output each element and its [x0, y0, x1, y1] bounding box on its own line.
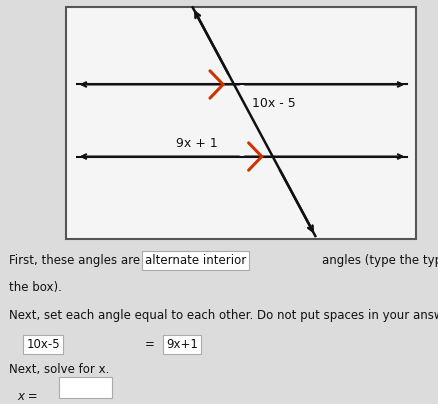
Text: x =: x =: [18, 390, 38, 403]
Text: 10x - 5: 10x - 5: [251, 97, 295, 110]
Text: 9x+1: 9x+1: [166, 338, 198, 351]
Text: the box).: the box).: [9, 281, 62, 294]
Text: First, these angles are: First, these angles are: [9, 255, 140, 267]
Text: Next, solve for x.: Next, solve for x.: [9, 363, 109, 376]
Text: 9x + 1: 9x + 1: [177, 137, 218, 149]
Bar: [59, 377, 112, 398]
Text: =: =: [145, 338, 155, 351]
Text: angles (type the type of angle in: angles (type the type of angle in: [322, 255, 438, 267]
Text: Next, set each angle equal to each other. Do not put spaces in your answer.: Next, set each angle equal to each other…: [9, 309, 438, 322]
Text: 10x-5: 10x-5: [26, 338, 60, 351]
Bar: [66, 7, 416, 238]
Text: alternate interior: alternate interior: [145, 255, 246, 267]
